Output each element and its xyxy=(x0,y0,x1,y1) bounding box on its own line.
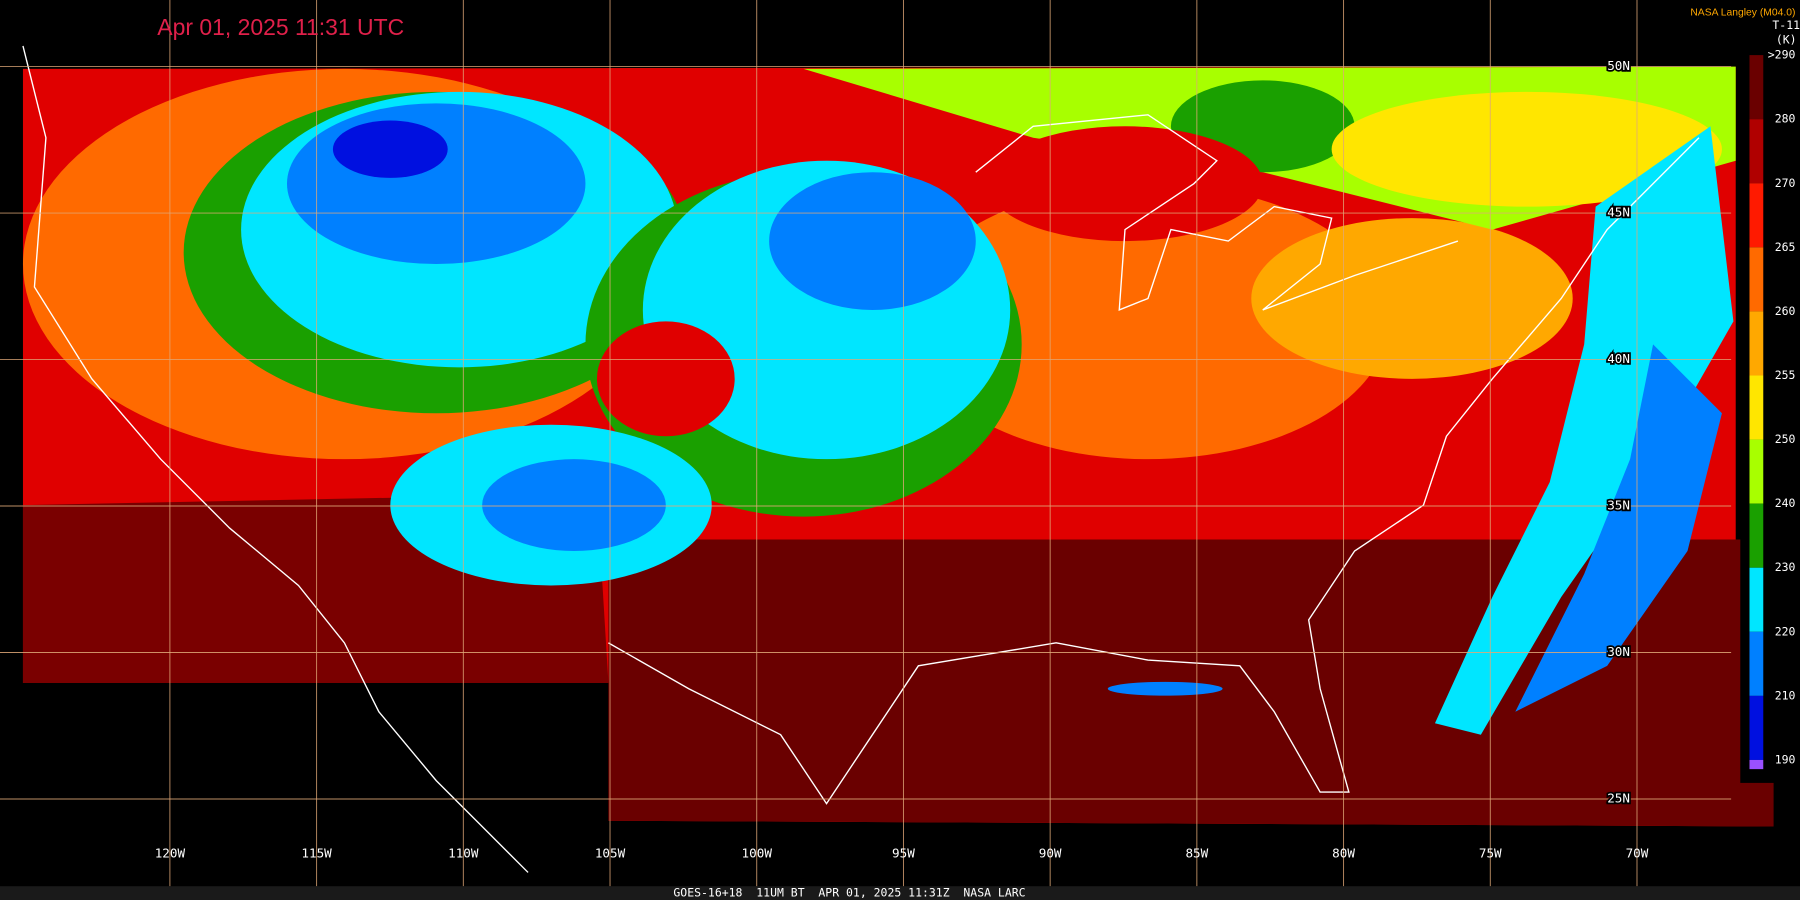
cloud-region xyxy=(1107,681,1223,696)
latitude-label: 50N xyxy=(1607,58,1630,73)
colorbar-label: 260 xyxy=(1775,304,1796,318)
colorbar-swatch xyxy=(1749,375,1764,440)
colorbar-label: 230 xyxy=(1775,560,1796,574)
cloud-region xyxy=(1251,218,1573,379)
imagery xyxy=(22,66,1774,827)
longitude-label: 70W xyxy=(1626,846,1649,861)
cloud-region xyxy=(906,183,1390,460)
longitude-label: 100W xyxy=(742,846,773,861)
cloud-region xyxy=(987,126,1263,242)
colorbar-label: 210 xyxy=(1775,688,1796,702)
coastline xyxy=(22,45,529,873)
colorbar-swatch xyxy=(1749,567,1764,632)
longitude-label: 120W xyxy=(155,846,186,861)
longitude-label: 105W xyxy=(595,846,626,861)
longitude-label: 110W xyxy=(448,846,479,861)
colorbar-unit: (K) xyxy=(1776,33,1797,47)
colorbar-swatch xyxy=(1749,119,1764,184)
colorbar-label: 265 xyxy=(1775,240,1796,254)
colorbar-swatch xyxy=(1749,311,1764,376)
cloud-region xyxy=(332,120,448,178)
latitude-label: 25N xyxy=(1607,790,1630,805)
latitude-label: 40N xyxy=(1607,351,1630,366)
cloud-region xyxy=(596,321,735,437)
graticule: 120W 115W 110W 105W 100W 95W 90W 85W 80W 75W 70W 50… xyxy=(0,0,1732,887)
colorbar-swatch xyxy=(1749,503,1764,568)
credit: NASA Langley (M04.0) xyxy=(1690,7,1795,18)
colorbar-swatch xyxy=(1749,759,1764,770)
colorbar-panel xyxy=(1740,34,1800,783)
colorbar-label: 280 xyxy=(1775,112,1796,126)
cloud-region xyxy=(769,172,976,310)
cloud-region xyxy=(482,459,666,552)
cloud-region xyxy=(1515,344,1722,712)
colorbar-swatch xyxy=(1749,631,1764,696)
colorbar-swatch xyxy=(1749,695,1764,760)
latitude-label: 35N xyxy=(1607,498,1630,513)
colorbar-swatch xyxy=(1749,183,1764,248)
cloud-region xyxy=(1331,91,1722,207)
colorbar-label: 250 xyxy=(1775,432,1796,446)
colorbar-label: >290 xyxy=(1768,48,1796,62)
colorbar-label: 220 xyxy=(1775,624,1796,638)
footer: GOES-16+18 11UM BT APR 01, 2025 11:31Z N… xyxy=(673,886,1025,900)
longitude-label: 95W xyxy=(892,846,915,861)
colorbar-label: 240 xyxy=(1775,496,1796,510)
latitude-label: 30N xyxy=(1607,644,1630,659)
coastlines xyxy=(22,45,1700,873)
colorbar-title: T-11 xyxy=(1772,18,1800,32)
longitude-label: 80W xyxy=(1332,846,1355,861)
colorbar-swatch xyxy=(1749,439,1764,504)
cloud-region xyxy=(286,103,586,265)
latitude-label: 45N xyxy=(1607,205,1630,220)
colorbar-label: 255 xyxy=(1775,368,1796,382)
colorbar-swatch xyxy=(1749,247,1764,312)
colorbar-label: 190 xyxy=(1775,752,1796,766)
footer-bar xyxy=(0,886,1800,900)
colorbar: >290 280 270 265 260 255 250 240 230 220 210 190 xyxy=(1749,48,1795,770)
longitude-label: 90W xyxy=(1039,846,1062,861)
longitude-label: 115W xyxy=(301,846,332,861)
longitude-label: 85W xyxy=(1185,846,1208,861)
longitude-label: 75W xyxy=(1479,846,1502,861)
timestamp: Apr 01, 2025 11:31 UTC xyxy=(157,14,404,40)
coastline xyxy=(608,137,1700,805)
colorbar-swatch xyxy=(1749,55,1764,120)
colorbar-label: 270 xyxy=(1775,176,1796,190)
cloud-region xyxy=(1434,126,1734,735)
coastline xyxy=(975,114,1459,311)
